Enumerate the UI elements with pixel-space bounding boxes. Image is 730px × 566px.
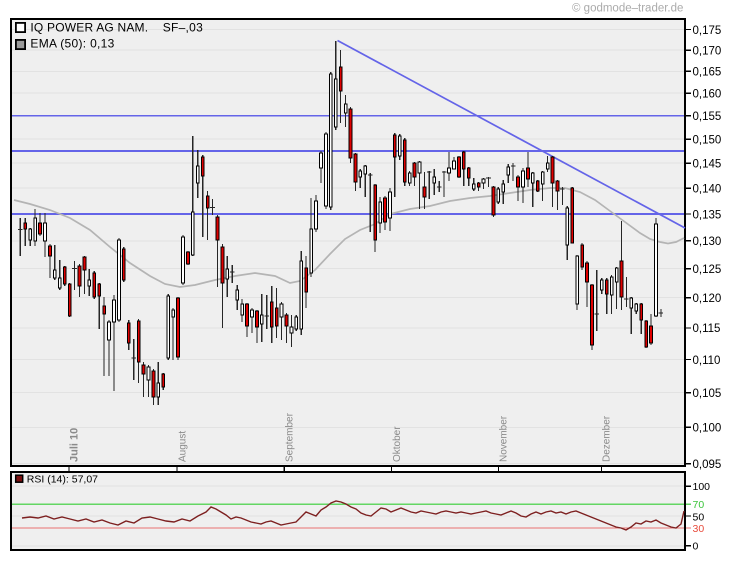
svg-text:Juli 10: Juli 10: [68, 428, 80, 462]
svg-text:0,125: 0,125: [693, 264, 722, 276]
svg-text:0,105: 0,105: [693, 388, 722, 400]
svg-text:0,160: 0,160: [693, 89, 722, 101]
svg-text:November: November: [499, 415, 510, 462]
svg-text:0,110: 0,110: [693, 355, 721, 367]
svg-text:0,130: 0,130: [693, 236, 722, 248]
svg-text:0,120: 0,120: [693, 293, 722, 305]
svg-text:0,100: 0,100: [693, 423, 722, 435]
svg-text:50: 50: [693, 511, 705, 523]
svg-text:70: 70: [693, 499, 705, 511]
svg-text:0: 0: [693, 541, 699, 553]
svg-text:0,145: 0,145: [693, 159, 722, 171]
svg-text:0,155: 0,155: [693, 111, 722, 123]
svg-text:0,175: 0,175: [693, 25, 722, 37]
svg-text:© godmode–trader.de: © godmode–trader.de: [572, 3, 683, 15]
svg-text:100: 100: [693, 481, 711, 493]
svg-text:0,135: 0,135: [693, 209, 722, 221]
svg-text:0,170: 0,170: [693, 45, 722, 57]
svg-text:30: 30: [693, 523, 705, 535]
svg-text:August: August: [177, 431, 188, 462]
svg-text:Oktober: Oktober: [392, 426, 403, 462]
svg-text:0,165: 0,165: [693, 67, 722, 79]
svg-text:RSI (14): 57,07: RSI (14): 57,07: [27, 473, 98, 485]
svg-text:IQ POWER AG NAM.: IQ POWER AG NAM.: [30, 20, 148, 34]
svg-text:0,150: 0,150: [693, 134, 722, 146]
svg-text:0,115: 0,115: [693, 323, 721, 335]
svg-text:0,140: 0,140: [693, 183, 722, 195]
svg-text:Dezember: Dezember: [602, 415, 613, 462]
svg-text:0,095: 0,095: [693, 459, 722, 471]
svg-text:September: September: [285, 412, 296, 462]
svg-text:EMA (50): 0,13: EMA (50): 0,13: [30, 36, 114, 50]
svg-text:SF–,03: SF–,03: [163, 20, 203, 34]
